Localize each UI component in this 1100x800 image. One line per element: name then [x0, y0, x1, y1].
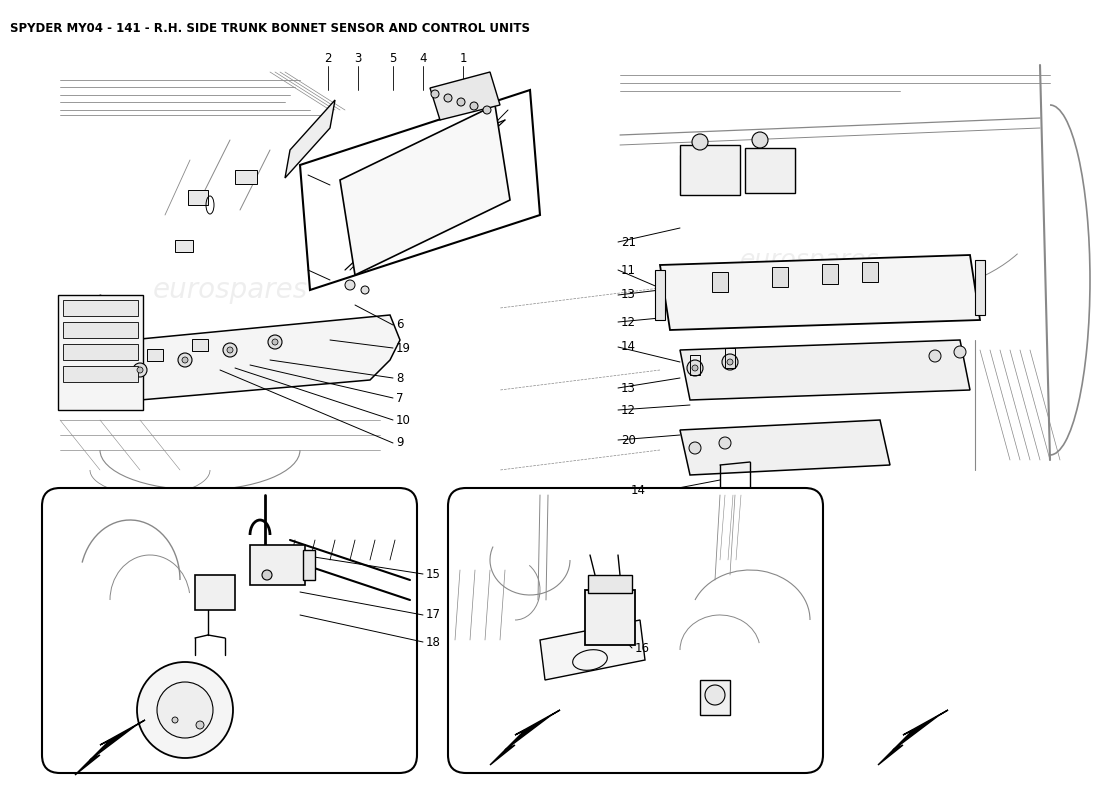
Text: 6: 6 — [396, 318, 404, 331]
Text: 1: 1 — [460, 51, 466, 65]
Bar — [58, 295, 143, 410]
Text: SPYDER MY04 - 141 - R.H. SIDE TRUNK BONNET SENSOR AND CONTROL UNITS: SPYDER MY04 - 141 - R.H. SIDE TRUNK BONN… — [10, 22, 530, 35]
Circle shape — [470, 102, 478, 110]
Text: 14: 14 — [621, 341, 636, 354]
Text: 3: 3 — [354, 51, 362, 65]
Bar — [588, 575, 632, 593]
Bar — [63, 344, 138, 360]
Circle shape — [138, 662, 233, 758]
Circle shape — [692, 365, 698, 371]
Circle shape — [689, 442, 701, 454]
Circle shape — [752, 132, 768, 148]
Text: 12: 12 — [621, 403, 636, 417]
Polygon shape — [540, 620, 645, 680]
Text: 12: 12 — [621, 315, 636, 329]
Circle shape — [262, 570, 272, 580]
Polygon shape — [680, 420, 890, 475]
Polygon shape — [285, 100, 336, 178]
Text: 11: 11 — [621, 263, 636, 277]
Circle shape — [722, 354, 738, 370]
Bar — [654, 270, 666, 320]
Text: 4: 4 — [419, 51, 427, 65]
Text: eurospares: eurospares — [153, 276, 308, 304]
Circle shape — [182, 357, 188, 363]
Circle shape — [178, 353, 192, 367]
Polygon shape — [680, 340, 970, 400]
Text: 9: 9 — [396, 437, 404, 450]
Circle shape — [483, 106, 491, 114]
Bar — [235, 170, 257, 184]
Bar — [725, 348, 735, 368]
Circle shape — [223, 343, 236, 357]
Bar — [63, 366, 138, 382]
Bar — [147, 349, 163, 361]
Bar — [700, 680, 730, 715]
Circle shape — [272, 339, 278, 345]
Circle shape — [138, 367, 143, 373]
FancyBboxPatch shape — [42, 488, 417, 773]
FancyBboxPatch shape — [448, 488, 823, 773]
Circle shape — [456, 98, 465, 106]
Text: 8: 8 — [396, 371, 404, 385]
Polygon shape — [130, 315, 400, 400]
Text: eurospares: eurospares — [740, 248, 880, 272]
Circle shape — [954, 346, 966, 358]
Text: 21: 21 — [621, 235, 636, 249]
Circle shape — [361, 286, 368, 294]
Circle shape — [133, 363, 147, 377]
Bar — [862, 262, 878, 282]
Bar — [745, 148, 795, 193]
Circle shape — [227, 347, 233, 353]
Bar — [822, 264, 838, 284]
Circle shape — [688, 360, 703, 376]
Text: 7: 7 — [396, 391, 404, 405]
Polygon shape — [660, 255, 980, 330]
Polygon shape — [340, 105, 510, 275]
Bar — [195, 575, 235, 610]
Text: 17: 17 — [426, 609, 441, 622]
Text: 10: 10 — [396, 414, 411, 426]
Bar — [192, 339, 208, 351]
Polygon shape — [490, 710, 560, 765]
Bar — [690, 355, 700, 375]
Circle shape — [157, 682, 213, 738]
Text: 20: 20 — [621, 434, 636, 446]
Polygon shape — [430, 72, 500, 120]
Text: 16: 16 — [635, 642, 650, 654]
Bar — [250, 545, 305, 585]
Text: 13: 13 — [621, 382, 636, 394]
Bar — [585, 590, 635, 645]
Circle shape — [692, 134, 708, 150]
Bar — [63, 300, 138, 316]
Bar — [188, 190, 208, 205]
Circle shape — [705, 685, 725, 705]
Circle shape — [727, 359, 733, 365]
Bar — [302, 550, 315, 580]
Text: 13: 13 — [621, 289, 636, 302]
Bar — [63, 322, 138, 338]
Text: 19: 19 — [396, 342, 411, 354]
Text: 15: 15 — [426, 567, 441, 581]
Polygon shape — [75, 720, 145, 775]
Circle shape — [196, 721, 204, 729]
Text: 18: 18 — [426, 635, 441, 649]
Polygon shape — [878, 710, 948, 765]
Bar — [772, 267, 788, 287]
Circle shape — [930, 350, 940, 362]
Text: 2: 2 — [324, 51, 332, 65]
Bar — [712, 272, 728, 292]
Text: eurospares: eurospares — [162, 630, 278, 650]
Circle shape — [444, 94, 452, 102]
Text: 5: 5 — [389, 51, 397, 65]
Text: 14: 14 — [631, 483, 646, 497]
Circle shape — [172, 717, 178, 723]
Bar — [680, 145, 740, 195]
Circle shape — [268, 335, 282, 349]
Circle shape — [345, 280, 355, 290]
Circle shape — [431, 90, 439, 98]
Bar — [175, 240, 192, 252]
Circle shape — [719, 437, 732, 449]
Text: eurospares: eurospares — [582, 630, 698, 650]
Bar — [975, 260, 984, 315]
